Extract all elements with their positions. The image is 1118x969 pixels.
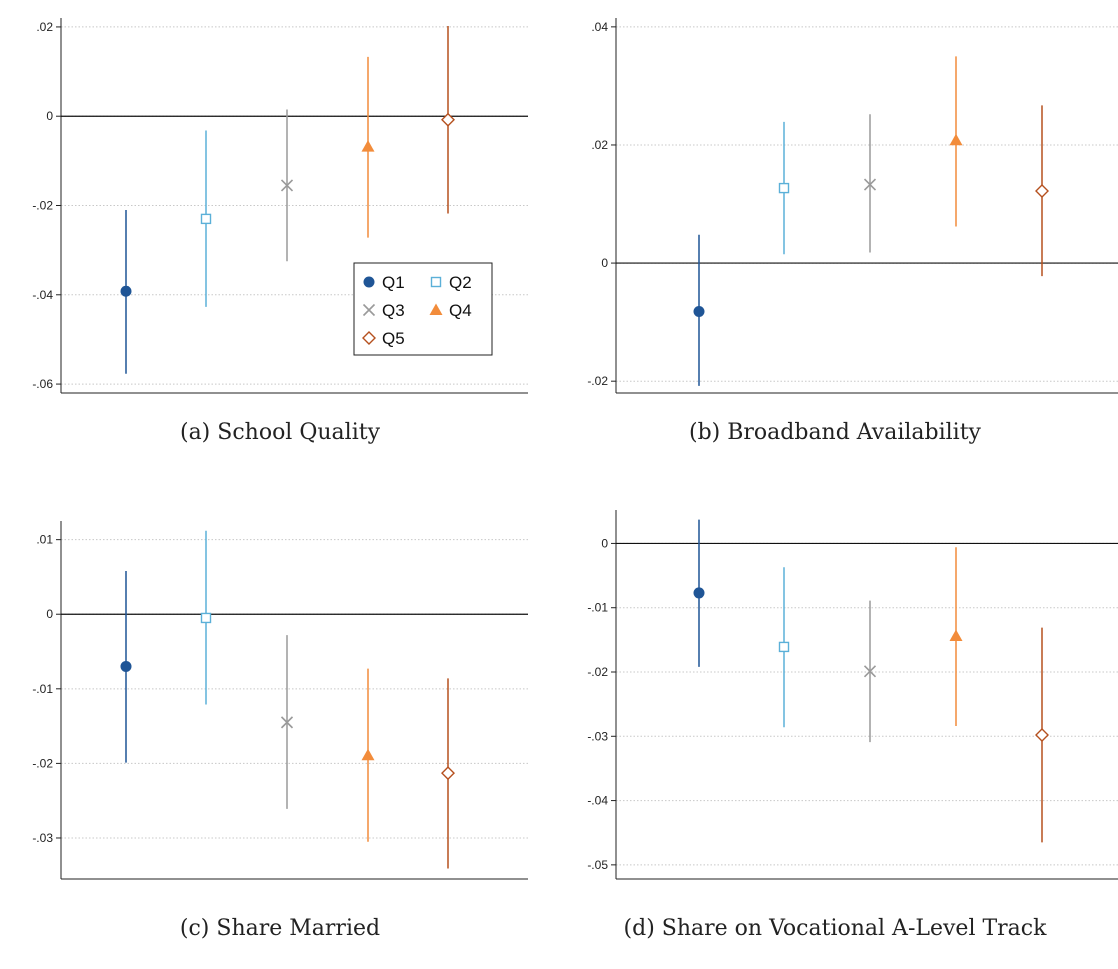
point-q5	[441, 766, 455, 781]
point-q3	[863, 178, 877, 191]
legend-label-q3: Q3	[382, 301, 405, 320]
y-tick-label: -.02	[587, 665, 608, 679]
caption-c: (c) Share Married	[179, 916, 381, 941]
point-q3	[280, 179, 294, 192]
legend-marker-q2	[430, 276, 442, 288]
point-q3	[863, 665, 877, 678]
point-q1	[120, 285, 132, 297]
y-tick-label: .01	[36, 533, 53, 547]
legend-marker-q4	[429, 303, 443, 315]
point-q5	[1035, 184, 1049, 199]
point-q5	[441, 112, 455, 127]
y-tick-label: -.03	[32, 831, 53, 845]
point-q4	[949, 629, 963, 641]
point-q5	[1035, 728, 1049, 742]
y-tick-label: -.02	[32, 756, 53, 770]
chart-panel-2: .04 .02 0 -.02	[587, 18, 1118, 394]
point-q4	[361, 140, 375, 152]
point-q3	[280, 716, 294, 729]
y-tick-label: -.02	[32, 199, 53, 213]
y-tick-label: 0	[46, 109, 53, 123]
point-q4	[361, 748, 375, 761]
y-tick-label: -.01	[587, 601, 608, 615]
point-q2	[200, 213, 212, 225]
y-tick-label: .02	[36, 20, 53, 34]
legend: Q1 Q2 Q3 Q4 Q5	[353, 262, 493, 356]
legend-label-q1: Q1	[382, 273, 405, 292]
point-q2	[778, 641, 790, 653]
y-tick-label: -.06	[32, 377, 53, 391]
caption-b: (b) Broadband Availability	[688, 420, 981, 445]
y-tick-label: -.02	[587, 374, 608, 388]
y-tick-label: .04	[591, 20, 608, 34]
y-tick-label: -.05	[587, 858, 608, 872]
point-q2	[200, 612, 212, 624]
point-q4	[949, 133, 963, 146]
y-tick-label: -.03	[587, 729, 608, 743]
legend-marker-q3	[362, 303, 376, 317]
point-q1	[693, 306, 705, 318]
chart-panel-4: 0 -.01 -.02 -.03 -.04 -.05	[587, 510, 1118, 880]
y-tick-label: .02	[591, 138, 608, 152]
legend-label-q2: Q2	[449, 273, 472, 292]
legend-marker-q5	[362, 331, 376, 345]
legend-label-q5: Q5	[382, 329, 405, 348]
y-tick-label: 0	[601, 256, 608, 270]
y-tick-label: -.04	[32, 288, 53, 302]
legend-marker-q1	[363, 276, 375, 288]
point-q1	[120, 660, 132, 672]
point-q1	[693, 587, 705, 599]
y-tick-label: 0	[601, 536, 608, 550]
caption-a: (a) School Quality	[179, 420, 381, 445]
y-tick-label: -.01	[32, 682, 53, 696]
y-tick-label: 0	[46, 607, 53, 621]
point-q2	[778, 182, 790, 194]
chart-panel-1: .02 0 -.02 -.04 -.06 Q1 Q2 Q3 Q4 Q5	[32, 18, 528, 394]
legend-box	[353, 262, 493, 356]
y-tick-label: -.04	[587, 794, 608, 808]
legend-label-q4: Q4	[449, 301, 472, 320]
caption-d: (d) Share on Vocational A-Level Track	[623, 916, 1047, 941]
chart-panel-3: .01 0 -.01 -.02 -.03	[32, 521, 528, 880]
